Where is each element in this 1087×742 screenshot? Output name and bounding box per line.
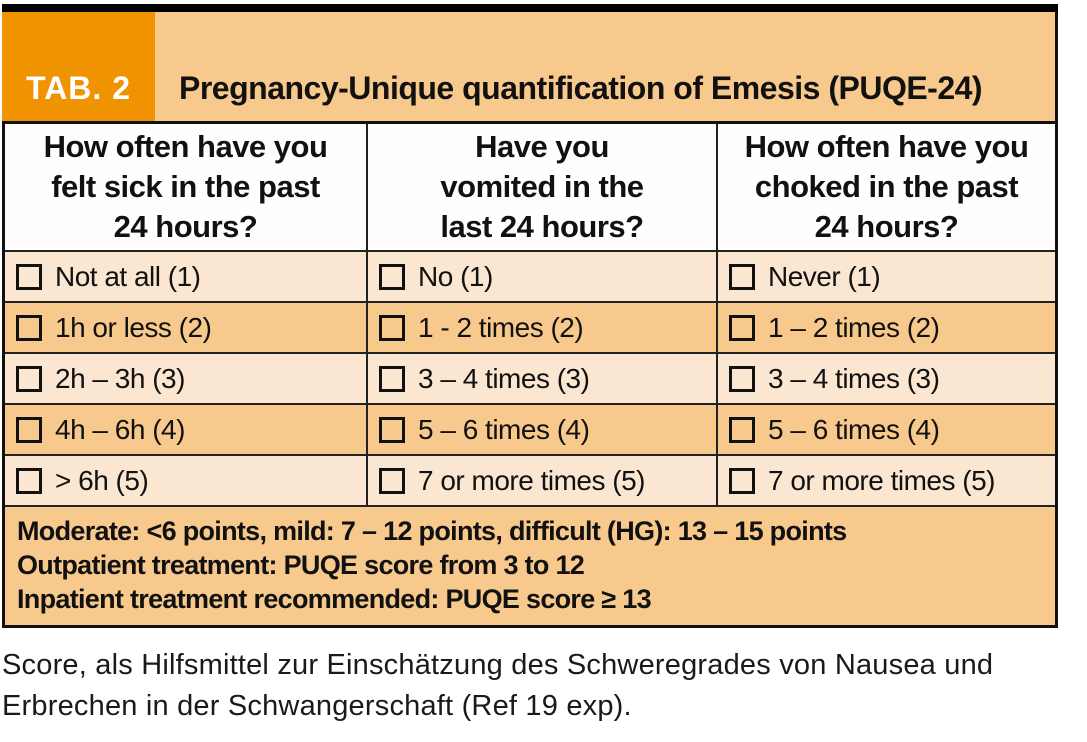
column-header-line: How often have you bbox=[43, 129, 328, 164]
option-label: 7 or more times (5) bbox=[768, 464, 996, 496]
scoring-note-inpatient: Inpatient treatment recommended: PUQE sc… bbox=[17, 584, 652, 614]
table-row: Not at all (1) No (1) Never (1) bbox=[5, 250, 1055, 301]
table-row: 2h – 3h (3) 3 – 4 times (3) 3 – 4 times … bbox=[5, 352, 1055, 403]
option-label: 5 – 6 times (4) bbox=[768, 413, 940, 445]
option-label: Not at all (1) bbox=[55, 260, 201, 292]
checkbox-icon[interactable] bbox=[379, 314, 405, 341]
option-cell[interactable]: 1 – 2 times (2) bbox=[716, 303, 1055, 352]
option-label: No (1) bbox=[418, 260, 493, 292]
tab-badge: TAB. 2 bbox=[2, 12, 155, 121]
column-header-line: 24 hours? bbox=[113, 209, 258, 244]
option-cell[interactable]: 5 – 6 times (4) bbox=[716, 405, 1055, 454]
option-cell[interactable]: 3 – 4 times (3) bbox=[716, 354, 1055, 403]
option-label: 5 – 6 times (4) bbox=[418, 413, 590, 445]
figure-caption-line: Erbrechen in der Schwangerschaft (Ref 19… bbox=[2, 690, 632, 722]
table-header-row: How often have you felt sick in the past… bbox=[5, 124, 1055, 250]
checkbox-icon[interactable] bbox=[16, 467, 42, 494]
checkbox-icon[interactable] bbox=[379, 416, 405, 443]
option-cell[interactable]: > 6h (5) bbox=[5, 456, 366, 505]
option-cell[interactable]: Never (1) bbox=[716, 252, 1055, 301]
checkbox-icon[interactable] bbox=[16, 263, 42, 290]
option-label: > 6h (5) bbox=[55, 464, 149, 496]
option-label: 2h – 3h (3) bbox=[55, 362, 185, 394]
checkbox-icon[interactable] bbox=[16, 416, 42, 443]
option-label: 4h – 6h (4) bbox=[55, 413, 185, 445]
checkbox-icon[interactable] bbox=[729, 314, 755, 341]
option-cell[interactable]: 5 – 6 times (4) bbox=[366, 405, 716, 454]
column-header-line: last 24 hours? bbox=[440, 209, 644, 244]
checkbox-icon[interactable] bbox=[729, 416, 755, 443]
option-label: 1h or less (2) bbox=[55, 311, 212, 343]
checkbox-icon[interactable] bbox=[16, 365, 42, 392]
puqe-figure: TAB. 2 Pregnancy-Unique quantification o… bbox=[2, 4, 1058, 628]
option-cell[interactable]: No (1) bbox=[366, 252, 716, 301]
figure-caption: Score, als Hilfsmittel zur Einschätzung … bbox=[2, 645, 1087, 727]
option-cell[interactable]: 7 or more times (5) bbox=[716, 456, 1055, 505]
scoring-notes: Moderate: <6 points, mild: 7 – 12 points… bbox=[5, 505, 1055, 625]
option-label: 3 – 4 times (3) bbox=[418, 362, 590, 394]
option-cell[interactable]: 4h – 6h (4) bbox=[5, 405, 366, 454]
checkbox-icon[interactable] bbox=[379, 263, 405, 290]
column-header-line: How often have you bbox=[744, 129, 1029, 164]
tab-badge-label: TAB. 2 bbox=[26, 70, 131, 106]
option-label: 1 - 2 times (2) bbox=[418, 311, 584, 343]
option-cell[interactable]: 7 or more times (5) bbox=[366, 456, 716, 505]
checkbox-icon[interactable] bbox=[729, 467, 755, 494]
option-cell[interactable]: 1 - 2 times (2) bbox=[366, 303, 716, 352]
option-label: 1 – 2 times (2) bbox=[768, 311, 940, 343]
table-row: > 6h (5) 7 or more times (5) 7 or more t… bbox=[5, 454, 1055, 505]
checkbox-icon[interactable] bbox=[16, 314, 42, 341]
checkbox-icon[interactable] bbox=[729, 365, 755, 392]
option-label: 3 – 4 times (3) bbox=[768, 362, 940, 394]
column-header-choked: How often have you choked in the past 24… bbox=[716, 124, 1055, 250]
figure-caption-line: Score, als Hilfsmittel zur Einschätzung … bbox=[2, 649, 994, 681]
checkbox-icon[interactable] bbox=[379, 467, 405, 494]
column-header-vomited: Have you vomited in the last 24 hours? bbox=[366, 124, 716, 250]
figure-header: TAB. 2 Pregnancy-Unique quantification o… bbox=[2, 4, 1058, 121]
option-cell[interactable]: 2h – 3h (3) bbox=[5, 354, 366, 403]
column-header-line: Have you bbox=[475, 129, 609, 164]
table-row: 4h – 6h (4) 5 – 6 times (4) 5 – 6 times … bbox=[5, 403, 1055, 454]
column-header-line: felt sick in the past bbox=[51, 169, 320, 204]
table-row: 1h or less (2) 1 - 2 times (2) 1 – 2 tim… bbox=[5, 301, 1055, 352]
column-header-sick: How often have you felt sick in the past… bbox=[5, 124, 366, 250]
column-header-line: 24 hours? bbox=[814, 209, 959, 244]
scoring-note-outpatient: Outpatient treatment: PUQE score from 3 … bbox=[17, 550, 585, 580]
column-header-line: choked in the past bbox=[754, 169, 1019, 204]
checkbox-icon[interactable] bbox=[379, 365, 405, 392]
puqe-table: How often have you felt sick in the past… bbox=[2, 121, 1058, 628]
option-label: 7 or more times (5) bbox=[418, 464, 646, 496]
checkbox-icon[interactable] bbox=[729, 263, 755, 290]
column-header-line: vomited in the bbox=[440, 169, 644, 204]
option-cell[interactable]: Not at all (1) bbox=[5, 252, 366, 301]
option-label: Never (1) bbox=[768, 260, 881, 292]
figure-title: Pregnancy-Unique quantification of Emesi… bbox=[179, 70, 983, 106]
option-cell[interactable]: 1h or less (2) bbox=[5, 303, 366, 352]
title-strip: Pregnancy-Unique quantification of Emesi… bbox=[155, 12, 1058, 121]
option-cell[interactable]: 3 – 4 times (3) bbox=[366, 354, 716, 403]
scoring-note-severity: Moderate: <6 points, mild: 7 – 12 points… bbox=[17, 516, 847, 546]
